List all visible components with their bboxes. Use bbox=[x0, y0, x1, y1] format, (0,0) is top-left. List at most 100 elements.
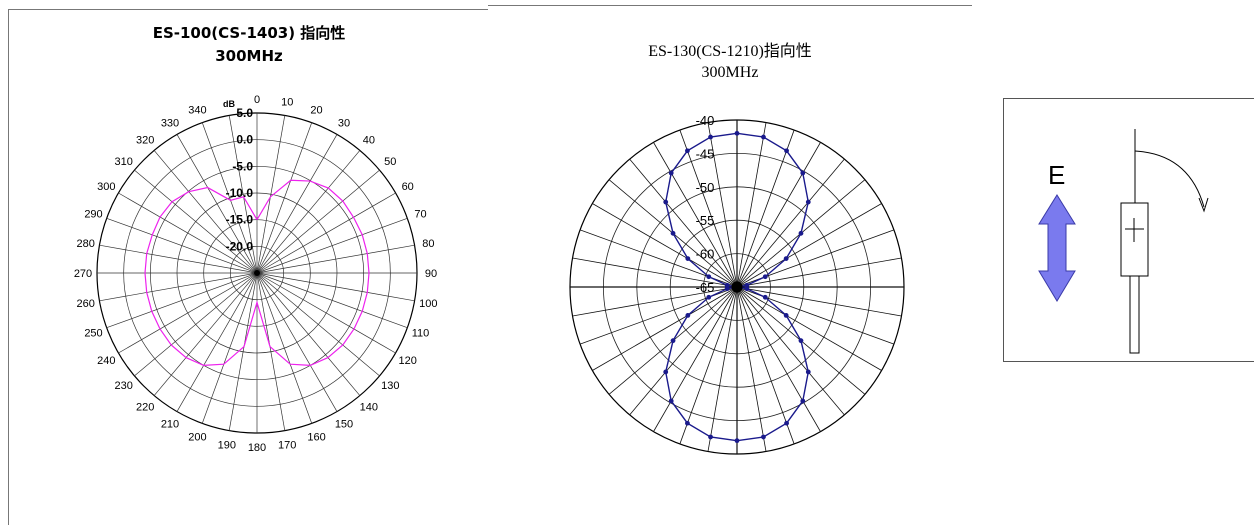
es100-angle-tick-label: 170 bbox=[278, 439, 296, 451]
es130-center-dot bbox=[731, 281, 743, 293]
es100-angle-tick-label: 280 bbox=[76, 238, 94, 250]
es100-angle-tick-label: 320 bbox=[136, 135, 154, 147]
es100-angle-tick-label: 10 bbox=[281, 97, 293, 109]
es100-angle-tick-label: 200 bbox=[188, 432, 206, 444]
es100-angle-tick-label: 70 bbox=[414, 208, 426, 220]
es100-angle-tick-label: 330 bbox=[161, 117, 179, 129]
es130-grid-spoke bbox=[572, 257, 738, 288]
es130-grid-spoke bbox=[736, 203, 882, 288]
es100-angle-tick-label: 260 bbox=[76, 298, 94, 310]
es100-chart-subtitle: 300MHz bbox=[215, 47, 283, 65]
es100-angle-tick-label: 290 bbox=[84, 208, 102, 220]
es100-grid-spoke bbox=[256, 272, 361, 396]
es100-radial-unit-label: dB bbox=[223, 99, 235, 109]
es130-polar-plot: -40 -45 -50 -55 -60 -65 bbox=[569, 113, 905, 455]
es100-angle-tick-label: 270 bbox=[74, 268, 92, 280]
antenna-cable bbox=[1129, 275, 1140, 354]
es100-center-dot bbox=[254, 270, 260, 276]
es130-data-point bbox=[668, 398, 674, 404]
es130-grid-spoke bbox=[736, 286, 902, 317]
es100-angle-tick-label: 160 bbox=[307, 432, 325, 444]
e-field-double-arrow-icon bbox=[1038, 194, 1076, 302]
es100-angle-tick-label: 130 bbox=[381, 380, 399, 392]
es130-grid-spoke bbox=[707, 286, 738, 452]
es100-grid-spoke bbox=[118, 192, 258, 274]
es130-grid-spoke bbox=[653, 286, 738, 432]
es130-data-point bbox=[783, 256, 789, 262]
es100-angle-tick-label: 230 bbox=[115, 380, 133, 392]
es100-angle-tick-label: 240 bbox=[97, 355, 115, 367]
es100-angle-tick-label: 100 bbox=[419, 298, 437, 310]
es130-radial-tick-label: -60 bbox=[696, 247, 715, 262]
es130-grid-spoke bbox=[572, 286, 738, 317]
es130-data-point bbox=[734, 130, 740, 136]
es130-grid-spoke bbox=[592, 286, 738, 371]
es100-grid-spoke bbox=[201, 272, 258, 424]
es130-data-point bbox=[734, 438, 740, 444]
es130-data-point bbox=[798, 338, 804, 344]
es130-data-point bbox=[685, 148, 690, 154]
es130-data-point bbox=[685, 256, 691, 262]
es100-angle-tick-label: 50 bbox=[384, 156, 396, 168]
es100-grid-spoke bbox=[256, 272, 408, 329]
es100-grid-spoke bbox=[153, 150, 258, 274]
es130-grid-spoke bbox=[736, 122, 767, 288]
es130-data-point bbox=[708, 434, 713, 440]
es130-grid-spoke bbox=[736, 257, 902, 288]
es100-grid-spoke bbox=[256, 150, 361, 274]
es130-data-point bbox=[744, 286, 750, 292]
es130-grid-spoke bbox=[592, 203, 738, 288]
es100-radial-tick-label: 0.0 bbox=[236, 133, 253, 147]
es130-data-point bbox=[708, 134, 713, 140]
es100-chart-panel: ES-100(CS-1403) 指向性 300MHz 0 10 20 30 40 50 60… bbox=[8, 9, 490, 525]
es130-grid-spoke bbox=[736, 142, 821, 288]
es130-data-point bbox=[784, 420, 789, 426]
es130-data-point bbox=[668, 170, 674, 176]
es130-data-point bbox=[663, 199, 669, 205]
es100-grid-spoke bbox=[99, 244, 258, 274]
es130-data-point bbox=[724, 286, 730, 292]
es130-data-point bbox=[706, 274, 712, 280]
es130-grid-spoke bbox=[736, 286, 795, 445]
es100-angle-tick-label: 140 bbox=[360, 401, 378, 413]
es100-grid-spoke bbox=[256, 134, 338, 274]
es130-data-point bbox=[761, 434, 766, 440]
es130-radial-tick-label: -45 bbox=[696, 146, 715, 161]
es130-grid-spoke bbox=[679, 286, 738, 445]
es130-radial-tick-label: -40 bbox=[696, 113, 715, 128]
e-field-label: E bbox=[1048, 160, 1065, 190]
es100-angle-tick-label: 180 bbox=[248, 442, 266, 454]
es100-angle-tick-label: 340 bbox=[188, 104, 206, 116]
es100-chart-title: ES-100(CS-1403) 指向性 bbox=[152, 24, 346, 42]
es100-grid-spoke bbox=[134, 272, 258, 377]
es130-chart-subtitle: 300MHz bbox=[701, 64, 759, 81]
es130-data-point bbox=[784, 148, 789, 154]
es100-grid-spoke bbox=[153, 272, 258, 396]
es130-grid-spoke bbox=[679, 129, 738, 288]
es130-data-point bbox=[805, 369, 811, 375]
es130-grid-spoke bbox=[736, 286, 767, 452]
rotation-arrow-arc bbox=[1134, 150, 1205, 208]
es100-angle-tick-label: 40 bbox=[363, 135, 375, 147]
es130-data-point bbox=[783, 312, 789, 318]
es130-data-point bbox=[762, 294, 768, 300]
es130-data-point bbox=[800, 398, 806, 404]
es130-chart-panel: ES-130(CS-1210)指向性 300MHz -40 -45 -50 -55 -6… bbox=[488, 5, 972, 525]
es100-angle-tick-label: 220 bbox=[136, 401, 154, 413]
es130-data-point bbox=[706, 294, 712, 300]
es100-angle-tick-label: 250 bbox=[84, 328, 102, 340]
es100-grid-spoke bbox=[256, 217, 408, 274]
es100-radial-tick-label: -5.0 bbox=[232, 159, 253, 173]
rotation-arrow-head-icon bbox=[1198, 197, 1209, 213]
es130-grid-spoke bbox=[736, 286, 821, 432]
es130-data-point bbox=[663, 369, 669, 375]
es100-grid-spoke bbox=[118, 272, 258, 354]
es130-data-point bbox=[761, 134, 766, 140]
es100-angle-tick-label: 80 bbox=[422, 238, 434, 250]
es100-grid-spoke bbox=[134, 169, 258, 274]
es130-data-point bbox=[805, 199, 811, 205]
es100-grid-spoke bbox=[256, 115, 286, 274]
es130-grid-spoke bbox=[707, 122, 738, 288]
es130-grid-spoke bbox=[736, 286, 845, 416]
